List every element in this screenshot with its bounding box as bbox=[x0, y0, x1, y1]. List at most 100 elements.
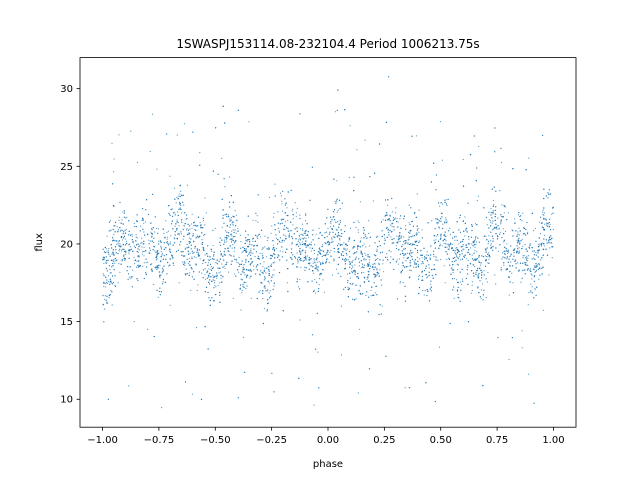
data-point bbox=[292, 214, 294, 216]
data-point bbox=[229, 238, 231, 240]
data-point bbox=[318, 237, 320, 239]
data-point bbox=[123, 250, 125, 253]
data-point bbox=[409, 265, 411, 267]
data-point bbox=[425, 267, 427, 269]
data-point bbox=[304, 243, 306, 245]
data-point bbox=[160, 241, 162, 243]
data-point bbox=[490, 225, 492, 227]
data-point bbox=[299, 228, 301, 230]
data-point bbox=[224, 267, 226, 269]
data-point bbox=[485, 248, 487, 250]
data-point bbox=[310, 244, 312, 246]
data-point bbox=[507, 250, 509, 252]
data-point bbox=[152, 193, 154, 195]
data-point bbox=[521, 248, 523, 250]
data-point bbox=[304, 255, 307, 257]
data-point bbox=[517, 270, 519, 272]
data-point bbox=[494, 127, 496, 129]
data-point bbox=[361, 267, 363, 269]
data-point bbox=[495, 190, 497, 192]
data-point bbox=[141, 219, 143, 222]
data-point bbox=[389, 262, 391, 264]
data-point bbox=[363, 227, 365, 229]
data-point bbox=[448, 258, 451, 261]
data-point bbox=[268, 269, 270, 271]
data-point bbox=[424, 258, 426, 260]
data-point bbox=[387, 199, 389, 201]
data-point bbox=[188, 253, 190, 255]
data-point bbox=[522, 262, 524, 264]
data-point bbox=[259, 273, 261, 275]
data-point bbox=[291, 210, 293, 212]
data-point bbox=[163, 242, 166, 244]
data-point bbox=[320, 253, 322, 255]
data-point bbox=[213, 255, 215, 257]
data-point bbox=[490, 207, 492, 209]
data-point bbox=[396, 298, 398, 300]
data-point bbox=[500, 219, 502, 221]
data-point bbox=[347, 282, 349, 284]
data-point bbox=[270, 295, 272, 297]
data-point bbox=[150, 222, 152, 224]
data-point bbox=[270, 254, 272, 257]
data-point bbox=[457, 257, 459, 259]
data-point bbox=[305, 230, 307, 232]
data-point bbox=[273, 285, 275, 287]
data-point bbox=[516, 245, 518, 247]
data-point bbox=[184, 264, 186, 266]
data-point bbox=[161, 252, 164, 254]
data-point bbox=[108, 252, 110, 254]
data-point bbox=[193, 271, 195, 273]
data-point bbox=[483, 274, 485, 276]
data-point bbox=[348, 250, 351, 253]
data-point bbox=[206, 253, 208, 255]
data-point bbox=[534, 287, 536, 289]
data-point bbox=[517, 250, 519, 252]
data-point bbox=[328, 262, 330, 264]
data-point bbox=[478, 260, 480, 262]
data-point bbox=[421, 254, 423, 256]
data-point bbox=[302, 229, 304, 231]
data-point bbox=[231, 222, 233, 224]
data-point bbox=[312, 262, 314, 264]
data-point bbox=[490, 221, 492, 223]
data-point bbox=[375, 285, 377, 287]
data-point bbox=[348, 240, 350, 242]
data-point bbox=[357, 392, 359, 394]
data-point bbox=[178, 234, 180, 236]
data-point bbox=[377, 273, 379, 275]
data-point bbox=[118, 245, 120, 247]
data-point bbox=[405, 241, 407, 243]
data-point bbox=[231, 238, 233, 240]
data-point bbox=[499, 233, 501, 235]
data-point bbox=[437, 222, 439, 224]
data-point bbox=[172, 257, 174, 259]
data-point bbox=[176, 196, 178, 198]
data-point bbox=[178, 225, 180, 227]
data-point bbox=[461, 278, 463, 280]
data-point bbox=[160, 246, 162, 248]
data-point bbox=[457, 286, 459, 288]
data-point bbox=[416, 233, 418, 235]
data-point bbox=[510, 255, 512, 257]
data-point bbox=[174, 231, 176, 233]
data-point bbox=[538, 237, 540, 239]
data-point bbox=[308, 259, 310, 261]
data-point bbox=[166, 242, 168, 244]
data-point bbox=[384, 239, 386, 241]
data-point bbox=[212, 266, 215, 268]
data-point bbox=[193, 241, 195, 243]
data-point bbox=[207, 255, 209, 257]
data-point bbox=[435, 274, 437, 276]
data-point bbox=[228, 215, 230, 218]
data-point bbox=[224, 122, 226, 124]
data-point bbox=[246, 276, 248, 278]
data-point bbox=[352, 282, 354, 284]
data-point bbox=[344, 225, 346, 227]
data-point bbox=[151, 113, 154, 115]
data-point bbox=[363, 259, 365, 261]
data-point bbox=[339, 220, 341, 222]
data-point bbox=[288, 230, 290, 232]
data-point bbox=[368, 274, 370, 276]
data-point bbox=[223, 259, 225, 261]
